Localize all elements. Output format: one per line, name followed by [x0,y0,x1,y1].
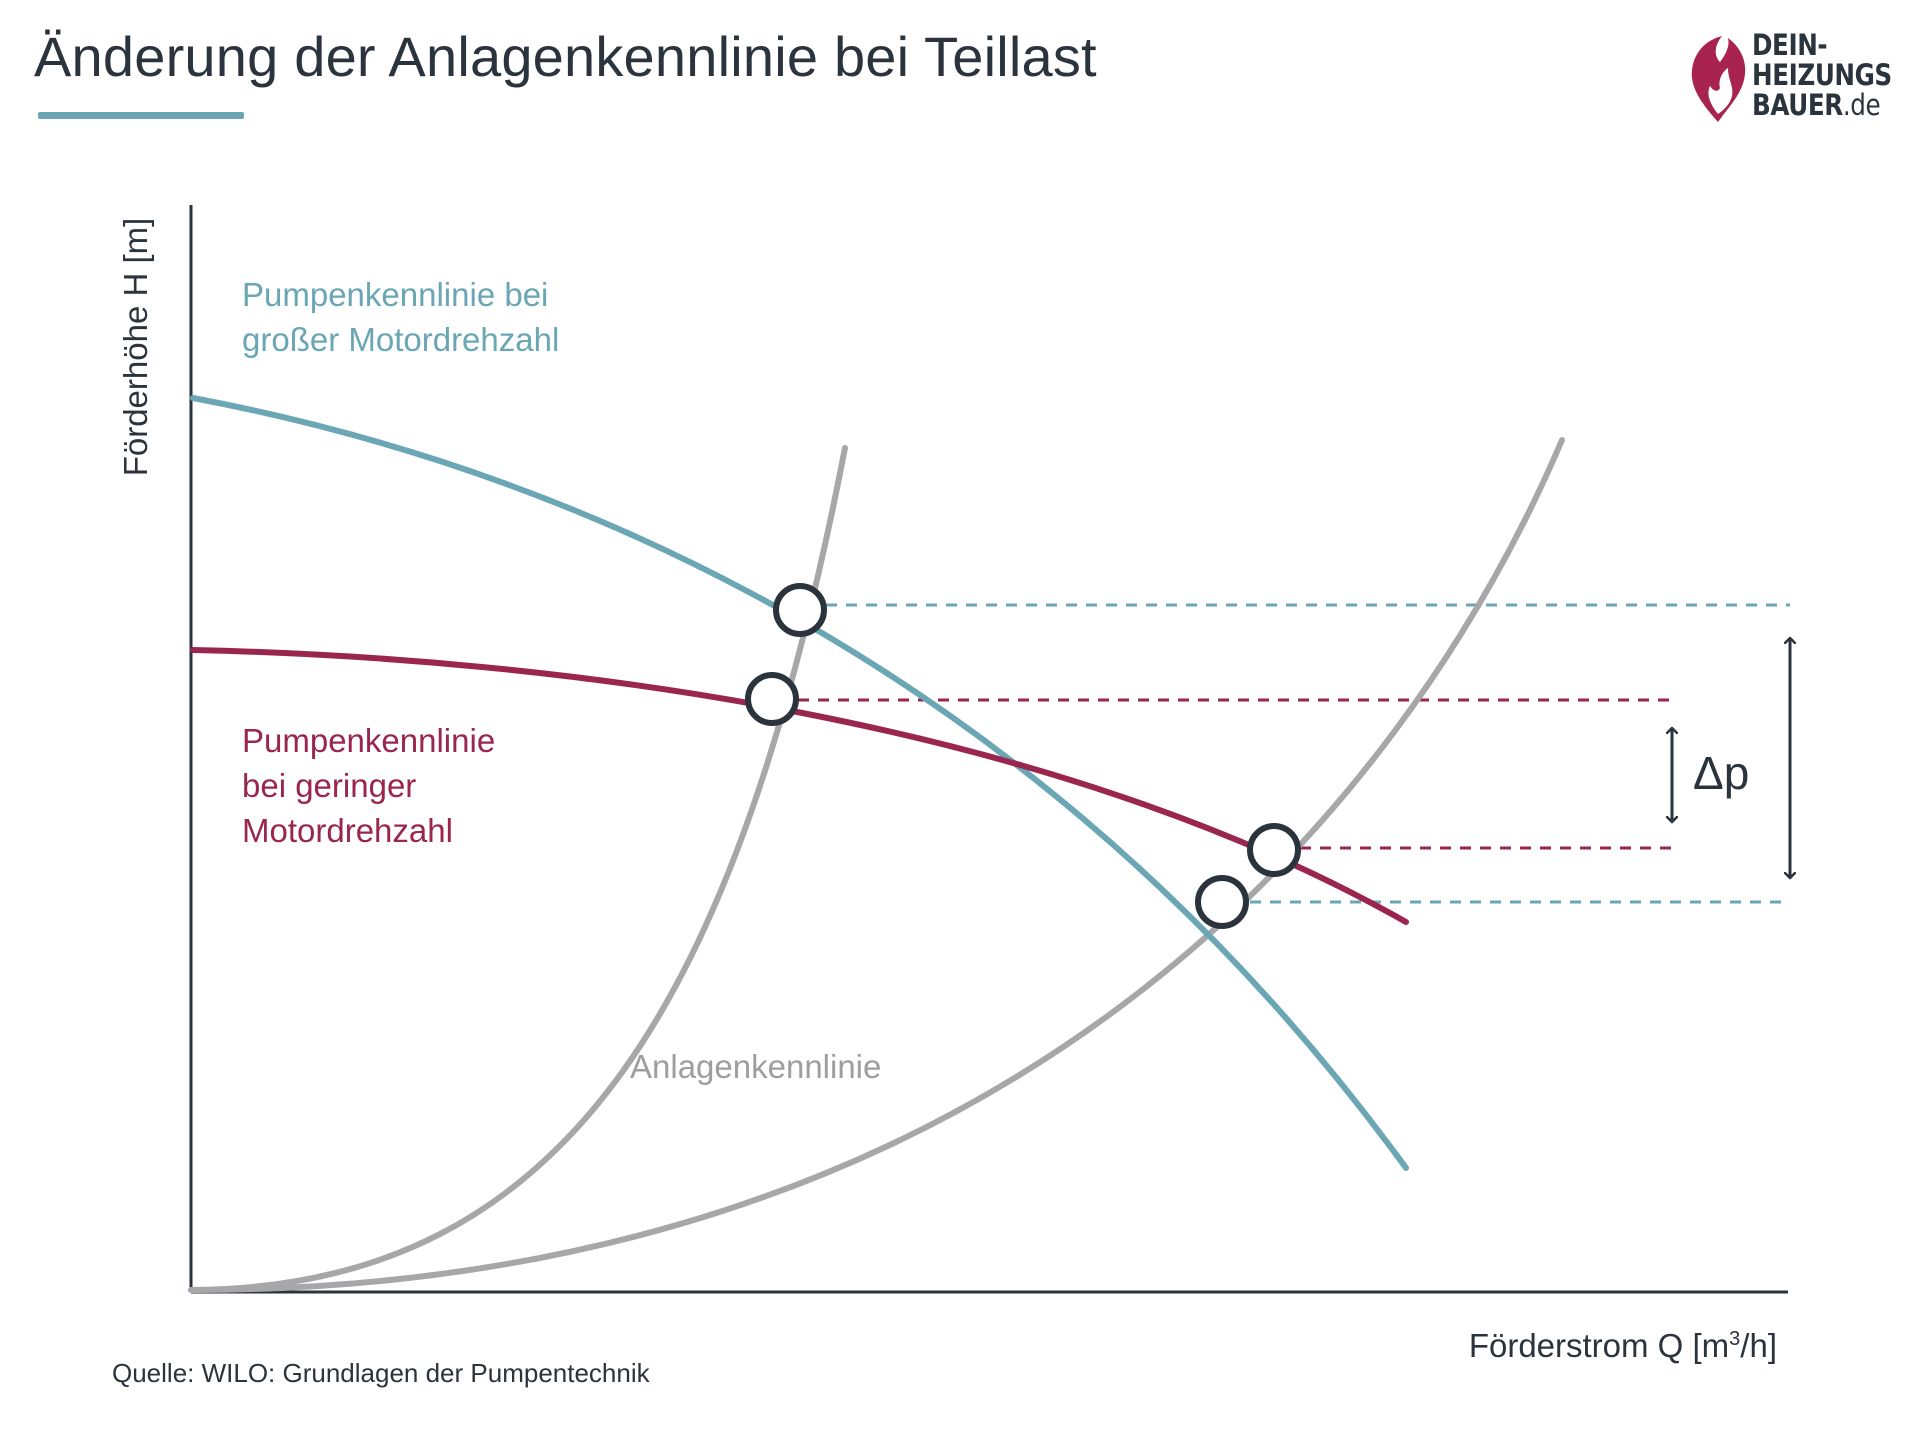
operating-point [745,672,799,726]
pump-low-speed-label-line-3: Motordrehzahl [242,812,453,849]
logo-line-1: DEIN- [1752,28,1828,62]
brand-logo: DEIN- HEIZUNGS BAUER.de [1688,30,1898,126]
system-curve-label: Anlagenkennlinie [630,1048,882,1085]
system-curve-steep [188,445,848,1293]
delta-p-label: Δp [1693,747,1750,799]
x-axis-label-end: /h] [1740,1327,1777,1364]
logo-line-3: BAUER.de [1752,90,1892,120]
logo-line-3-main: BAUER [1752,88,1843,122]
logo-line-3-suffix: .de [1842,88,1881,122]
flame-icon [1691,36,1746,122]
operating-point [1247,823,1301,877]
pump-curve-high-speed [190,395,1409,1171]
pump-low-speed-label: Pumpenkennlinie bei geringer Motordrehza… [242,718,495,853]
x-axis-label-superscript: 3 [1729,1328,1741,1350]
logo-wordmark: DEIN- HEIZUNGS BAUER.de [1752,30,1892,120]
source-note: Quelle: WILO: Grundlagen der Pumpentechn… [112,1358,650,1388]
pump-curve-low-speed [190,647,1409,925]
system-curve-flat [188,437,1565,1293]
operating-point [1195,875,1249,929]
pump-high-speed-label-line-1: Pumpenkennlinie bei [242,276,549,313]
x-axis-label: Förderstrom Q [m3/h] [1469,1327,1777,1365]
pump-low-speed-label-line-1: Pumpenkennlinie [242,722,496,759]
pump-high-speed-label-line-2: großer Motordrehzahl [242,321,560,358]
logo-line-2: HEIZUNGS [1752,58,1892,92]
x-axis-label-main: Förderstrom Q [m [1468,1327,1730,1364]
pump-low-speed-label-line-2: bei geringer [242,767,417,804]
title-underline [38,112,244,119]
page-title: Änderung der Anlagenkennlinie bei Teilla… [34,25,1097,88]
pump-high-speed-label: Pumpenkennlinie bei großer Motordrehzahl [242,272,559,362]
y-axis-label: Förderhöhe H [m] [117,217,154,477]
operating-point [773,583,827,637]
